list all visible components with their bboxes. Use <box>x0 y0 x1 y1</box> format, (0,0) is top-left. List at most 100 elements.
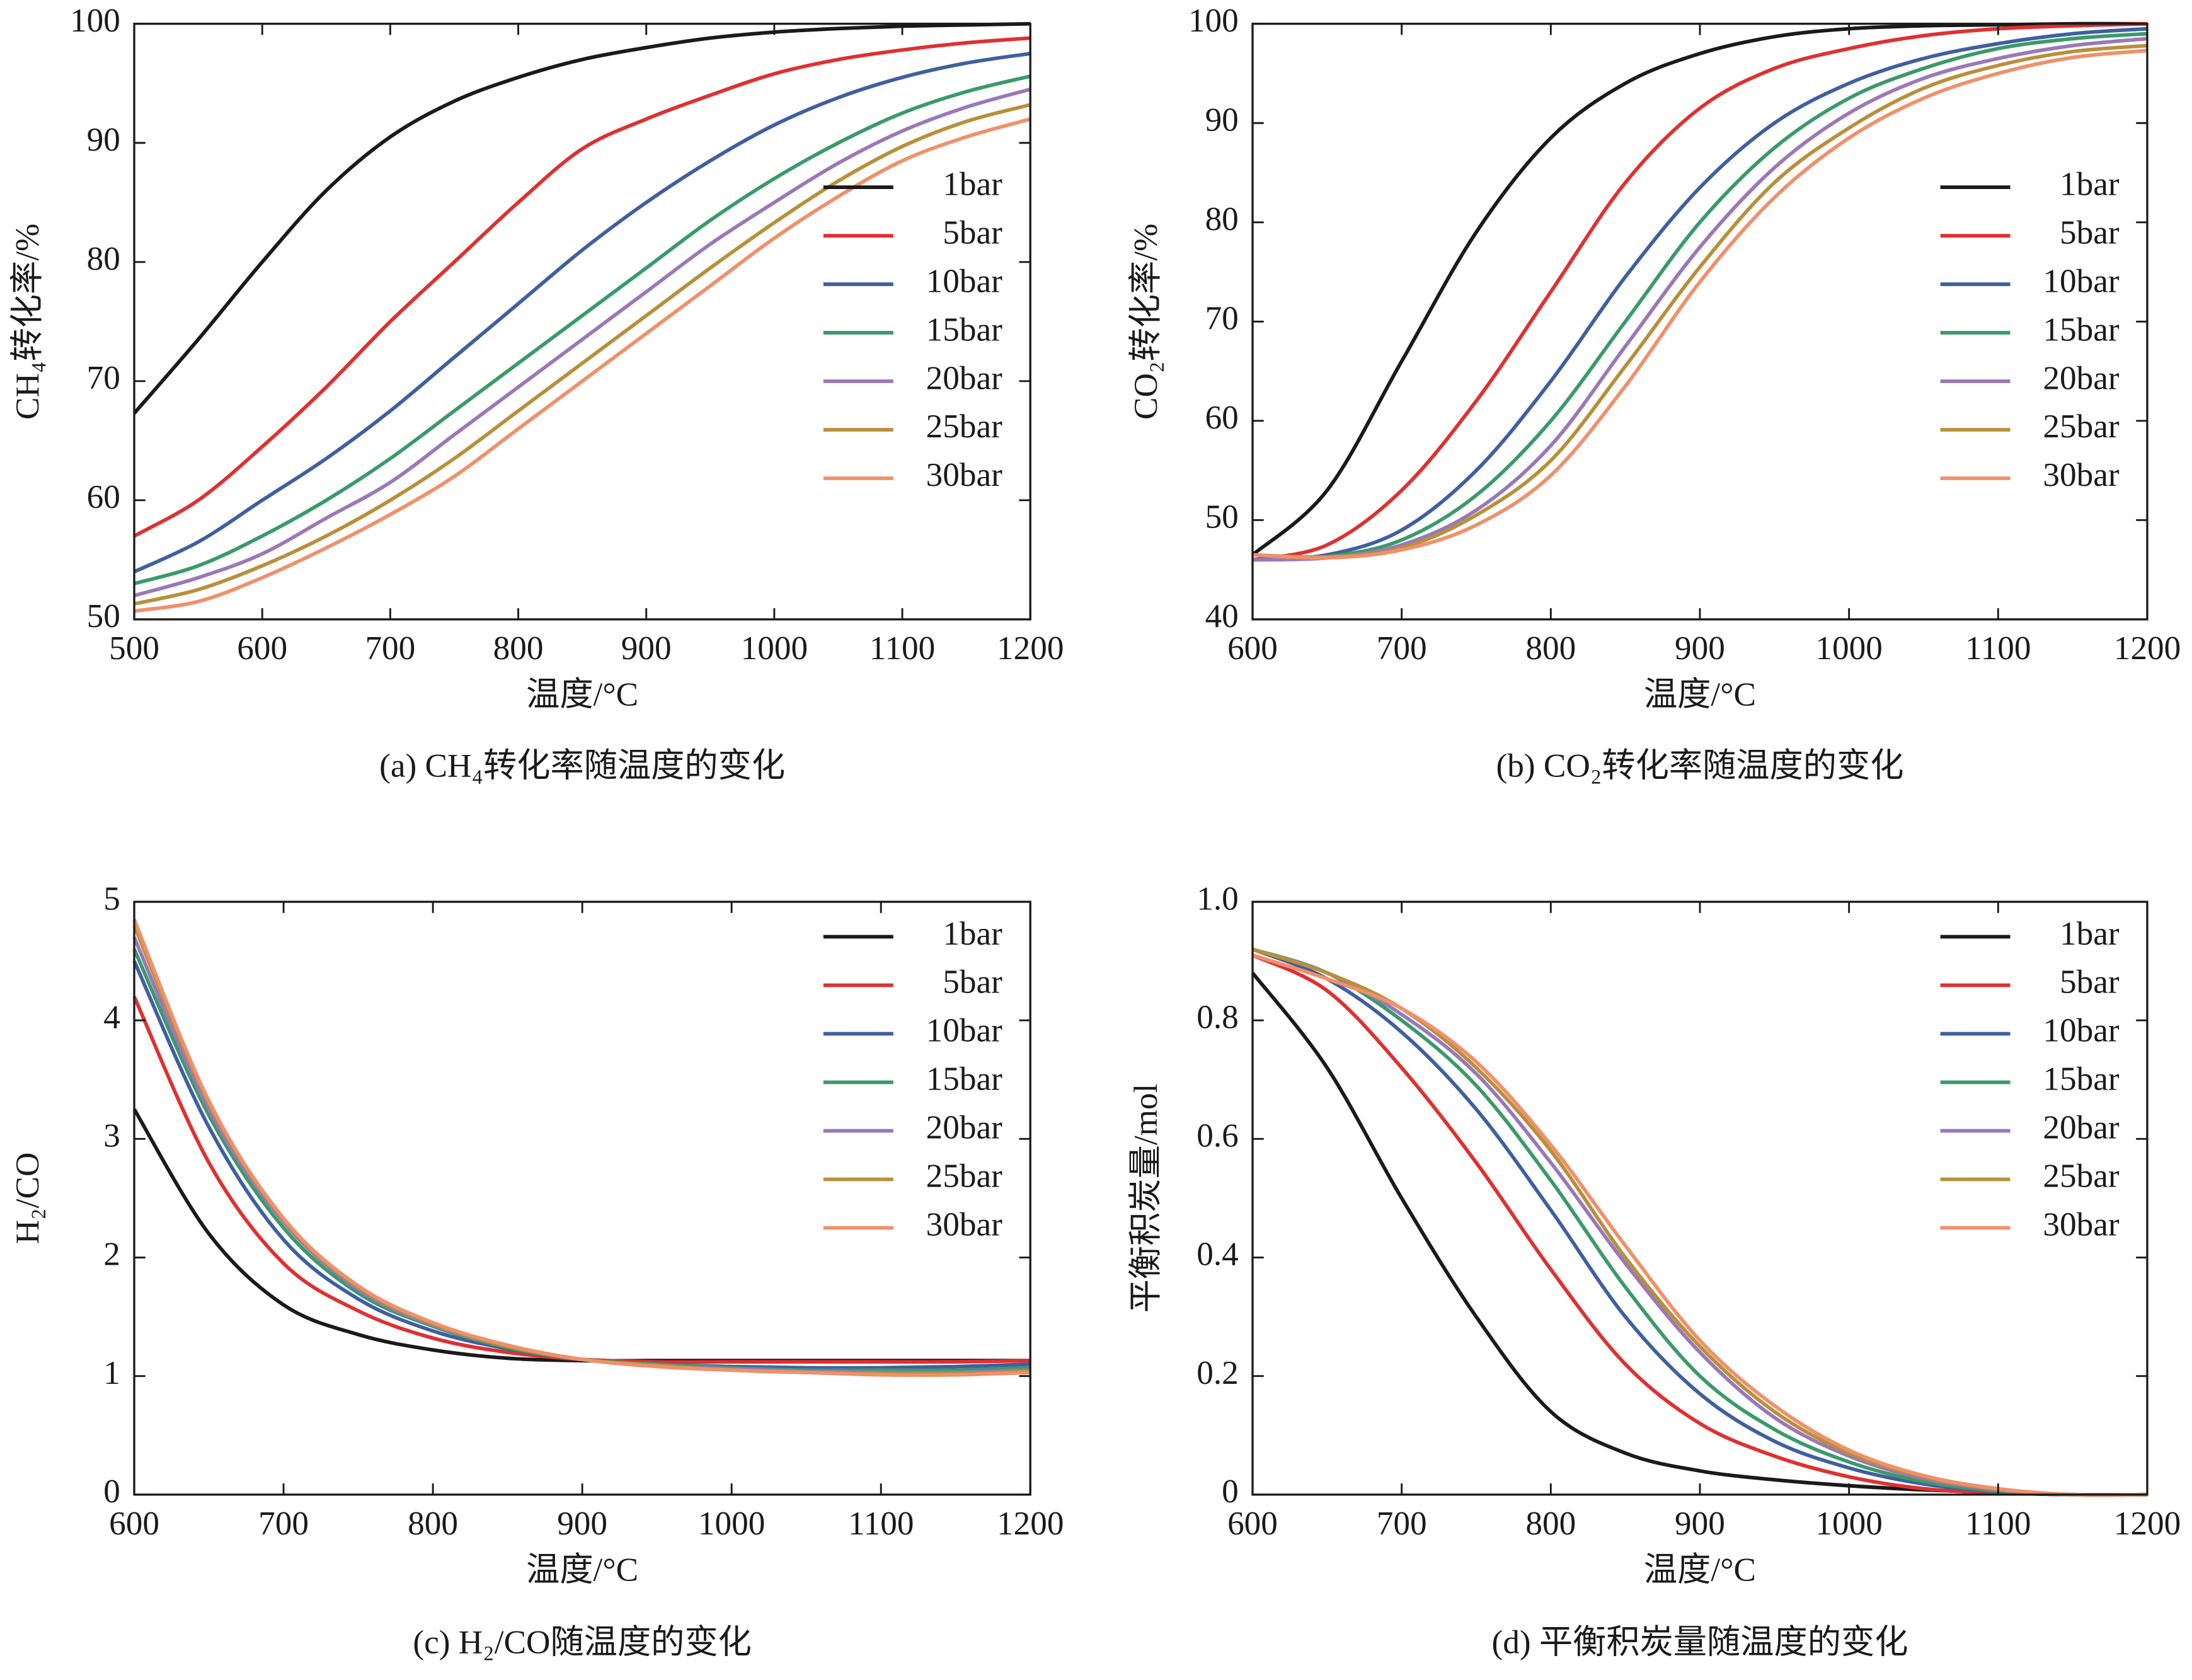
legend-label: 1bar <box>943 915 1002 952</box>
legend-label: 10bar <box>926 1012 1002 1049</box>
plot-frame <box>1251 900 2149 1496</box>
y-axis-label: CH₄转化率/% <box>9 224 46 420</box>
legend-label: 30bar <box>2043 1206 2119 1243</box>
legend-label: 30bar <box>926 456 1002 493</box>
legend-label: 10bar <box>926 262 1002 299</box>
data-line <box>1252 947 2147 1497</box>
x-tick-label: 600 <box>237 630 287 667</box>
y-tick-label: 70 <box>1205 300 1239 337</box>
legend-label: 25bar <box>926 1158 1002 1195</box>
caption: (d) 平衡积炭量随温度的变化 <box>1491 1624 1908 1661</box>
y-tick-label: 1.0 <box>1196 880 1239 917</box>
x-tick-label: 1200 <box>997 1505 1064 1542</box>
x-tick-label: 800 <box>1525 1505 1576 1542</box>
legend-label: 10bar <box>2043 262 2119 299</box>
y-tick-label: 100 <box>1188 2 1239 39</box>
x-tick-label: 1000 <box>1815 630 1882 667</box>
x-tick-label: 1200 <box>2114 630 2181 667</box>
x-tick-label: 900 <box>1675 630 1725 667</box>
legend-label: 30bar <box>926 1206 1002 1243</box>
x-tick-label: 700 <box>258 1505 309 1542</box>
data-line <box>132 1108 1031 1363</box>
x-tick-label: 600 <box>109 1505 159 1542</box>
x-tick-label: 800 <box>493 630 544 667</box>
data-line <box>133 36 1031 538</box>
x-tick-label: 900 <box>1675 1505 1725 1542</box>
y-tick-label: 0 <box>1222 1473 1239 1510</box>
data-line <box>1252 49 2148 560</box>
legend-label: 25bar <box>2043 408 2119 445</box>
x-tick-label: 600 <box>1227 1505 1278 1542</box>
y-axis-label: H₂/CO <box>9 1153 46 1245</box>
legend-label: 1bar <box>943 165 1002 202</box>
y-tick-label: 5 <box>103 880 120 917</box>
y-tick-label: 100 <box>70 2 120 39</box>
caption: (c) H₂/CO随温度的变化 <box>413 1624 752 1661</box>
y-tick-label: 60 <box>87 478 120 515</box>
data-line <box>134 117 1031 613</box>
legend-label: 1bar <box>2060 165 2120 202</box>
legend-label: 5bar <box>943 214 1002 251</box>
y-tick-label: 60 <box>1205 399 1239 436</box>
legend-label: 10bar <box>2043 1012 2119 1049</box>
data-line <box>1252 947 2147 1497</box>
data-line <box>1251 21 2147 556</box>
x-tick-label: 700 <box>1377 630 1427 667</box>
y-axis-label: CO₂转化率/% <box>1127 224 1164 420</box>
y-tick-label: 0.8 <box>1196 998 1239 1035</box>
y-tick-label: 90 <box>1205 101 1239 138</box>
x-tick-label: 900 <box>621 630 672 667</box>
legend-label: 15bar <box>926 311 1002 348</box>
y-tick-label: 50 <box>1205 498 1239 536</box>
data-line <box>134 87 1031 597</box>
x-tick-label: 1000 <box>1815 1505 1882 1542</box>
legend-label: 30bar <box>2043 456 2119 493</box>
legend-label: 20bar <box>926 359 1002 396</box>
y-axis-label: 平衡积炭量/mol <box>1127 1084 1164 1313</box>
data-line <box>1252 32 2148 562</box>
x-tick-label: 800 <box>408 1505 458 1542</box>
y-tick-label: 50 <box>87 597 120 635</box>
y-tick-label: 0 <box>103 1473 120 1510</box>
y-tick-label: 80 <box>87 240 120 277</box>
data-line <box>134 74 1031 585</box>
x-tick-label: 700 <box>365 630 415 667</box>
legend-label: 20bar <box>2043 1109 2119 1146</box>
legend-label: 25bar <box>926 408 1002 445</box>
data-line <box>133 52 1031 573</box>
x-tick-label: 1200 <box>997 630 1064 667</box>
y-tick-label: 2 <box>103 1236 120 1273</box>
plot-frame <box>133 23 1031 621</box>
legend-label: 1bar <box>2060 915 2120 952</box>
data-line <box>1252 43 2148 559</box>
legend-label: 5bar <box>943 964 1002 1001</box>
data-line <box>132 996 1031 1364</box>
legend-label: 20bar <box>926 1109 1002 1146</box>
caption: (a) CH₄转化率随温度的变化 <box>379 747 785 785</box>
y-tick-label: 1 <box>103 1354 120 1391</box>
caption: (b) CO₂转化率随温度的变化 <box>1496 747 1903 785</box>
legend-label: 5bar <box>2060 964 2120 1001</box>
y-tick-label: 3 <box>103 1117 120 1154</box>
x-tick-label: 1100 <box>848 1505 914 1542</box>
data-line <box>132 21 1031 415</box>
y-tick-label: 0.4 <box>1196 1236 1239 1273</box>
x-tick-label: 900 <box>557 1505 607 1542</box>
data-line <box>1252 953 2147 1497</box>
x-tick-label: 1100 <box>1965 630 2031 667</box>
data-line <box>134 103 1031 606</box>
data-line <box>132 960 1031 1370</box>
x-axis-label: 温度/°C <box>526 676 638 713</box>
y-tick-label: 0.2 <box>1196 1354 1239 1391</box>
legend-label: 15bar <box>2043 1061 2119 1098</box>
data-line <box>1252 947 2147 1497</box>
x-tick-label: 600 <box>1227 630 1278 667</box>
y-tick-label: 4 <box>103 998 120 1035</box>
x-tick-label: 1200 <box>2114 1505 2181 1542</box>
legend-label: 15bar <box>2043 311 2119 348</box>
plot-frame <box>1251 23 2149 621</box>
data-line <box>132 936 1031 1375</box>
x-axis-label: 温度/°C <box>1644 1551 1756 1588</box>
y-tick-label: 70 <box>87 359 120 396</box>
x-tick-label: 1100 <box>869 630 936 667</box>
